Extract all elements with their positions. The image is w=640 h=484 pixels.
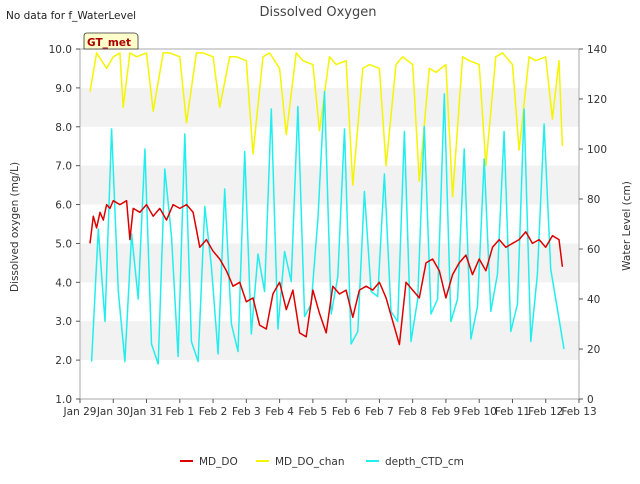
- y2-tick-label: 0: [587, 394, 594, 406]
- y2-tick-label: 20: [587, 344, 600, 356]
- y2-tick-label: 60: [587, 244, 600, 256]
- legend-label: depth_CTD_cm: [385, 456, 464, 468]
- plot-area: [79, 48, 580, 400]
- legend-item-md-do-chan: MD_DO_chan: [256, 456, 345, 468]
- x-tick-label: Jan 31: [129, 406, 163, 418]
- y2-tick-label: 40: [587, 294, 600, 306]
- x-tick-label: Feb 10: [462, 406, 497, 418]
- y-tick-label: 7.0: [55, 161, 72, 173]
- y-tick-label: 9.0: [55, 83, 72, 95]
- x-axis: Jan 29 Jan 30 Jan 31 Feb 1 Feb 2 Feb 3 Feb 4 Fe…: [63, 399, 597, 418]
- y-tick-label: 2.0: [55, 355, 72, 367]
- grid-bands: [80, 87, 579, 361]
- series-line-depth-ctd-cm: [90, 90, 565, 365]
- no-data-note: No data for f_WaterLevel: [6, 10, 136, 22]
- x-tick-label: Feb 6: [332, 406, 361, 418]
- y-axis-label: Dissolved oxygen (mg/L): [9, 162, 21, 292]
- gt-met-badge: GT_met: [83, 32, 139, 50]
- x-tick-label: Feb 8: [398, 406, 427, 418]
- legend-label: MD_DO_chan: [275, 456, 345, 468]
- x-tick-label: Jan 30: [96, 406, 130, 418]
- series-line-md-do: [89, 199, 564, 346]
- x-tick-label: Feb 12: [528, 406, 563, 418]
- grid-band: [80, 321, 579, 361]
- y-tick-label: 5.0: [55, 238, 72, 250]
- y-tick-label: 1.0: [55, 394, 72, 406]
- x-tick-label: Feb 1: [165, 406, 194, 418]
- x-tick-label: Feb 9: [432, 406, 461, 418]
- x-tick-label: Feb 11: [495, 406, 530, 418]
- legend-item-md-do: MD_DO: [180, 456, 238, 468]
- y-axis-right: 0 20 40 60 80 100 120 140: [579, 44, 607, 406]
- gt-met-label: GT_met: [87, 37, 131, 49]
- y-tick-label: 6.0: [55, 200, 72, 212]
- chart-title: Dissolved Oxygen: [260, 5, 377, 20]
- y-axis-left: 1.0 2.0 3.0 4.0 5.0 6.0 7.0 8.0 9.0 10.0: [49, 44, 80, 406]
- x-tick-label: Feb 3: [232, 406, 261, 418]
- x-tick-label: Feb 7: [365, 406, 394, 418]
- y-tick-label: 4.0: [55, 277, 72, 289]
- y-tick-label: 10.0: [49, 44, 72, 56]
- y2-axis-label: Water Level (cm): [621, 181, 633, 271]
- y-tick-label: 3.0: [55, 316, 72, 328]
- legend-label: MD_DO: [199, 456, 238, 468]
- y2-tick-label: 80: [587, 194, 600, 206]
- y2-tick-label: 120: [587, 94, 607, 106]
- grid-band: [80, 87, 579, 127]
- x-tick-label: Feb 4: [265, 406, 294, 418]
- legend-item-depth-ctd-cm: depth_CTD_cm: [366, 456, 464, 468]
- x-tick-label: Feb 5: [299, 406, 328, 418]
- y-tick-label: 8.0: [55, 122, 72, 134]
- y2-tick-label: 140: [587, 44, 607, 56]
- x-tick-label: Feb 2: [199, 406, 228, 418]
- grid-band: [80, 165, 579, 205]
- x-tick-label: Jan 29: [63, 406, 97, 418]
- legend: MD_DO MD_DO_chan depth_CTD_cm: [180, 456, 464, 468]
- x-tick-label: Feb 13: [561, 406, 596, 418]
- plot-lines: [89, 52, 565, 365]
- y2-tick-label: 100: [587, 144, 607, 156]
